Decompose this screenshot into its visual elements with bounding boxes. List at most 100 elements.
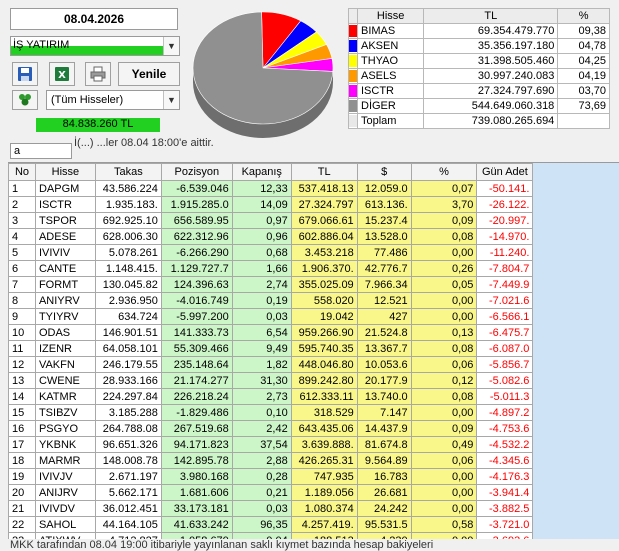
table-row[interactable]: 2 ISCTR 1.935.183. 1.915.285.0 14,09 27.324.7… xyxy=(8,196,619,213)
grid-cell: 2,73 xyxy=(231,388,292,405)
grid-cell: 0,13 xyxy=(410,324,478,341)
summary-row[interactable]: AKSEN 35.356.197.180 04,78 xyxy=(348,38,610,54)
grid-cell: 15 xyxy=(8,404,36,421)
grid-header-cell[interactable]: % xyxy=(410,163,478,181)
summary-row[interactable]: Toplam 739.080.265.694 xyxy=(348,113,610,129)
grid-cell: ANIYRV xyxy=(34,292,96,309)
table-row[interactable]: 22 SAHOL 44.164.105 41.633.242 96,35 4.257.41… xyxy=(8,516,619,533)
grid-filler-cell xyxy=(532,356,619,373)
table-row[interactable]: 15 TSIBZV 3.185.288 -1.829.486 0,10 318.529 7.… xyxy=(8,404,619,421)
table-row[interactable]: 14 KATMR 224.297.84 226.218.24 2,73 612.333.1… xyxy=(8,388,619,405)
grid-cell: VAKFN xyxy=(34,356,96,373)
table-row[interactable]: 12 VAKFN 246.179.55 235.148.64 1,82 448.046.8… xyxy=(8,356,619,373)
grid-cell: MARMR xyxy=(34,452,96,469)
table-row[interactable]: 17 YKBNK 96.651.326 94.171.823 37,54 3.639.88… xyxy=(8,436,619,453)
excel-button[interactable]: X xyxy=(49,62,75,86)
summary-header-hisse[interactable]: Hisse xyxy=(356,8,425,24)
grid-cell: -50.141. xyxy=(476,180,534,197)
grid-header-cell[interactable]: No xyxy=(8,163,36,181)
refresh-button[interactable]: Yenile xyxy=(118,62,180,86)
grid-cell: -3.693.6 xyxy=(476,532,534,539)
grid-cell: -5.011.3 xyxy=(476,388,534,405)
table-row[interactable]: 19 IVIVJV 2.671.197 3.980.168 0,28 747.935 16.… xyxy=(8,468,619,485)
save-button[interactable] xyxy=(12,62,38,86)
table-row[interactable]: 16 PSGYO 264.788.08 267.519.68 2,42 643.435.0… xyxy=(8,420,619,437)
grid-header-cell[interactable]: Hisse xyxy=(34,163,96,181)
data-time-note: İ(...) ...ler 08.04 18:00'e aittir. xyxy=(74,137,214,149)
grid-cell: TYIYRV xyxy=(34,308,96,325)
grid-cell: TSIBZV xyxy=(34,404,96,421)
chevron-down-icon[interactable]: ▼ xyxy=(163,37,179,55)
grid-cell: 656.589.95 xyxy=(160,212,233,229)
stock-filter-select[interactable]: (Tüm Hisseler) ▼ xyxy=(46,90,180,110)
grid-cell: 148.008.78 xyxy=(94,452,162,469)
grid-header-cell[interactable]: Gün Adet xyxy=(476,163,534,181)
table-row[interactable]: 5 IVIVIV 5.078.261 -6.266.290 0,68 3.453.218 7… xyxy=(8,244,619,261)
table-row[interactable]: 7 FORMT 130.045.82 124.396.63 2,74 355.025.09… xyxy=(8,276,619,293)
table-row[interactable]: 11 IZENR 64.058.101 55.309.466 9,49 595.740.3… xyxy=(8,340,619,357)
grid-filler-cell xyxy=(532,516,619,533)
grid-cell: 21 xyxy=(8,500,36,517)
grid-cell: 0,00 xyxy=(410,292,478,309)
grid-cell: 1.058.670 xyxy=(160,532,233,539)
grid-cell: 12.059.0 xyxy=(356,180,412,197)
table-row[interactable]: 13 CWENE 28.933.166 21.174.277 31,30 899.242.… xyxy=(8,372,619,389)
grid-cell: 21.174.277 xyxy=(160,372,233,389)
summary-header-tl[interactable]: TL xyxy=(423,8,559,24)
grid-filler-cell xyxy=(532,196,619,213)
summary-row[interactable]: ISCTR 27.324.797.690 03,70 xyxy=(348,83,610,99)
grid-cell: 3.185.288 xyxy=(94,404,162,421)
stock-filter-value: (Tüm Hisseler) xyxy=(51,94,124,106)
table-row[interactable]: 20 ANIJRV 5.662.171 1.681.606 0,21 1.189.056 2… xyxy=(8,484,619,501)
table-row[interactable]: 23ATIXWV4.712.8271.058.6700,04188.5134.2… xyxy=(8,532,619,539)
grid-header-cell[interactable]: Pozisyon xyxy=(160,163,233,181)
summary-header-swatch xyxy=(348,8,358,24)
summary-row[interactable]: THYAO 31.398.505.460 04,25 xyxy=(348,53,610,69)
summary-row[interactable]: DİGER 544.649.060.318 73,69 xyxy=(348,98,610,114)
grid-cell: 0,21 xyxy=(231,484,292,501)
grid-cell: 142.895.78 xyxy=(160,452,233,469)
grid-cell: DAPGM xyxy=(34,180,96,197)
grid-cell: 628.006.30 xyxy=(94,228,162,245)
grid-cell: 4 xyxy=(8,228,36,245)
grid-cell: 2 xyxy=(8,196,36,213)
group-button[interactable] xyxy=(12,90,38,110)
summary-row[interactable]: ASELS 30.997.240.083 04,19 xyxy=(348,68,610,84)
grid-cell: 3.980.168 xyxy=(160,468,233,485)
grid-cell: -4.016.749 xyxy=(160,292,233,309)
grid-cell: -5.082.6 xyxy=(476,372,534,389)
table-row[interactable]: 4 ADESE 628.006.30 622.312.96 0,96 602.886.04… xyxy=(8,228,619,245)
table-row[interactable]: 1 DAPGM 43.586.224 -6.539.046 12,33 537.418.1… xyxy=(8,180,619,197)
table-row[interactable]: 9 TYIYRV 634.724 -5.997.200 0,03 19.042 427 0,0… xyxy=(8,308,619,325)
grid-cell: 13.528.0 xyxy=(356,228,412,245)
main-grid-container[interactable]: No Hisse Takas Pozisyon Kapanış TL $% Gün Adet … xyxy=(8,162,619,539)
search-input[interactable] xyxy=(10,143,72,159)
table-row[interactable]: 10 ODAS 146.901.51 141.333.73 6,54 959.266.90… xyxy=(8,324,619,341)
grid-cell: 537.418.13 xyxy=(290,180,358,197)
grid-cell: 0,00 xyxy=(410,244,478,261)
table-row[interactable]: 18 MARMR 148.008.78 142.895.78 2,88 426.265.3… xyxy=(8,452,619,469)
grid-cell: 5.078.261 xyxy=(94,244,162,261)
table-row[interactable]: 8 ANIYRV 2.936.950 -4.016.749 0,19 558.020 12.… xyxy=(8,292,619,309)
summary-header-pct[interactable]: % xyxy=(557,8,610,24)
total-amount-highlight xyxy=(36,118,160,132)
chevron-down-icon[interactable]: ▼ xyxy=(163,91,179,109)
grid-cell: YKBNK xyxy=(34,436,96,453)
table-row[interactable]: 6 CANTE 1.148.415. 1.129.727.7 1,66 1.906.370… xyxy=(8,260,619,277)
grid-header-cell[interactable]: TL xyxy=(290,163,358,181)
grid-cell: 31,30 xyxy=(231,372,292,389)
grid-header-cell[interactable]: Takas xyxy=(94,163,162,181)
table-row[interactable]: 21 IVIVDV 36.012.451 33.173.181 0,03 1.080.37… xyxy=(8,500,619,517)
summary-tl: 544.649.060.318 xyxy=(423,98,559,114)
grid-header-cell[interactable]: Kapanış xyxy=(231,163,292,181)
table-row[interactable]: 3 TSPOR 692.925.10 656.589.95 0,97 679.066.61… xyxy=(8,212,619,229)
grid-cell: 20 xyxy=(8,484,36,501)
grid-header-cell[interactable]: $ xyxy=(356,163,412,181)
summary-tl: 69.354.479.770 xyxy=(423,23,559,39)
grid-cell: ODAS xyxy=(34,324,96,341)
print-button[interactable] xyxy=(85,62,111,86)
summary-name: BIMAS xyxy=(356,23,425,39)
broker-select[interactable]: İŞ YATIRIM ▼ xyxy=(10,36,180,56)
summary-row[interactable]: BIMAS 69.354.479.770 09,38 xyxy=(348,23,610,39)
grid-cell: 28.933.166 xyxy=(94,372,162,389)
